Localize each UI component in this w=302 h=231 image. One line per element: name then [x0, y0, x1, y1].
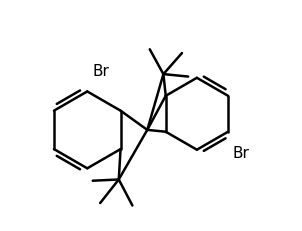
Text: Br: Br — [233, 146, 250, 161]
Text: Br: Br — [92, 64, 109, 79]
